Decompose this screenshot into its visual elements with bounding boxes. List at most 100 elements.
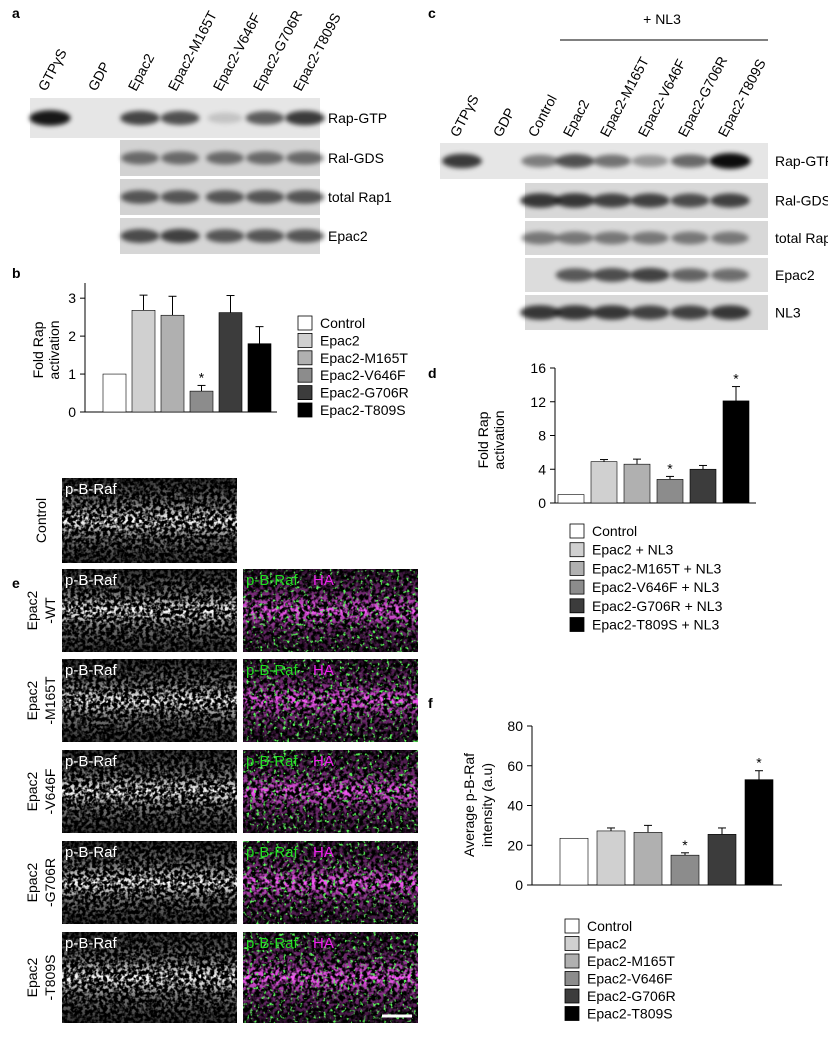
y-axis-label: activation [46,320,62,379]
micrograph-signal [62,932,237,1023]
blot-band [631,154,669,168]
legend-swatch [569,598,585,614]
significance: * [667,460,673,476]
lane-label: GDP [490,105,518,139]
blot-band [205,190,245,204]
row-label: -WT [42,597,58,624]
blot-band [709,153,751,169]
stain-label: p-B-Raf [65,481,118,498]
bar [590,461,618,504]
merge-green-label: p-B-Raf [246,753,299,770]
legend-label: Epac2-G706R [320,385,409,401]
blot-band [286,151,324,165]
significance: * [199,369,205,385]
blot-band [555,268,595,282]
y-tick-label: 8 [538,428,546,444]
blot-band [630,267,670,283]
bar [247,343,272,413]
stain-label: p-B-Raf [65,572,118,589]
stain-label: p-B-Raf [65,662,118,679]
panel-label: b [12,265,21,281]
micrograph-signal [62,569,237,652]
legend-label: Epac2 [587,936,627,952]
band-label: total Rap1 [328,189,392,205]
blot-band [161,151,199,165]
merge-green-label: p-B-Raf [246,935,299,952]
nl3-header: + NL3 [643,11,681,27]
panel-label: c [428,5,436,21]
y-tick-label: 60 [507,758,523,774]
micrograph-band [62,478,237,563]
legend-label: Epac2-M165T + NL3 [592,560,722,576]
legend-swatch [569,542,585,558]
micrograph-band [62,841,237,924]
row-label: -V646F [42,769,58,815]
merge-magenta-label: HA [313,662,334,679]
legend-label: Epac2-V646F + NL3 [592,579,719,595]
y-axis-label: Fold Rap [30,321,46,378]
y-tick-label: 2 [68,328,76,344]
legend-swatch [569,523,585,539]
row-label: Epac2 [24,957,40,997]
legend-swatch [564,1006,580,1021]
legend-swatch [569,617,585,632]
stain-label: p-B-Raf [65,753,118,770]
blot-band [593,231,631,245]
micrograph-green [243,750,418,833]
blot-band [592,193,632,208]
bar [707,834,737,886]
blot-band [711,268,749,282]
blot-band [630,193,670,208]
blot-band [555,154,595,168]
bar [633,832,663,886]
significance: * [733,371,739,387]
legend-swatch [297,385,313,401]
blot-band [631,231,669,245]
band-label: Ral-GDS [328,150,384,166]
legend-swatch [564,971,580,986]
blot-band [245,111,285,125]
micrograph-green [243,841,418,924]
row-label: Epac2 [24,862,40,902]
row-label: -G706R [42,858,58,907]
blot-band [670,193,710,208]
band-label: Rap-GTP [775,153,828,169]
legend-swatch [564,988,580,1004]
legend-label: Epac2-T809S [587,1006,673,1022]
row-label: -M165T [42,676,58,725]
blot-band [710,193,750,208]
y-tick-label: 4 [538,461,546,477]
blot-band [592,268,632,282]
legend-label: Control [320,315,365,331]
merge-green-label: p-B-Raf [246,844,299,861]
blot-band [670,154,710,168]
merge-green-label: p-B-Raf [246,662,299,679]
legend-label: Control [587,918,632,934]
merge-magenta-label: HA [313,572,334,589]
blot-band [207,112,243,124]
bar [623,463,651,504]
lane-label: GDP [85,59,113,93]
legend-swatch [564,953,580,969]
micrograph-band [62,932,237,1023]
legend-label: Epac2-M165T [320,350,408,366]
band-label: Epac2 [775,267,815,283]
blot-band [555,305,595,320]
row-label: Epac2 [24,771,40,811]
blot-band [160,190,200,204]
legend-label: Epac2-T809S [320,402,406,418]
micrograph-signal [62,478,237,563]
micrograph-green [243,932,418,1023]
band-label: total Rap1 [775,230,828,246]
panel-label: d [428,365,437,381]
y-tick-label: 16 [530,360,546,376]
blot-band [710,305,750,320]
blot-band [121,151,159,165]
y-tick-label: 0 [538,495,546,511]
band-label: Ral-GDS [775,193,828,209]
bar [218,312,243,413]
y-tick-label: 0 [515,877,523,893]
blot-band [29,110,71,126]
bar [744,779,774,886]
legend-label: Epac2-T809S + NL3 [592,617,719,633]
